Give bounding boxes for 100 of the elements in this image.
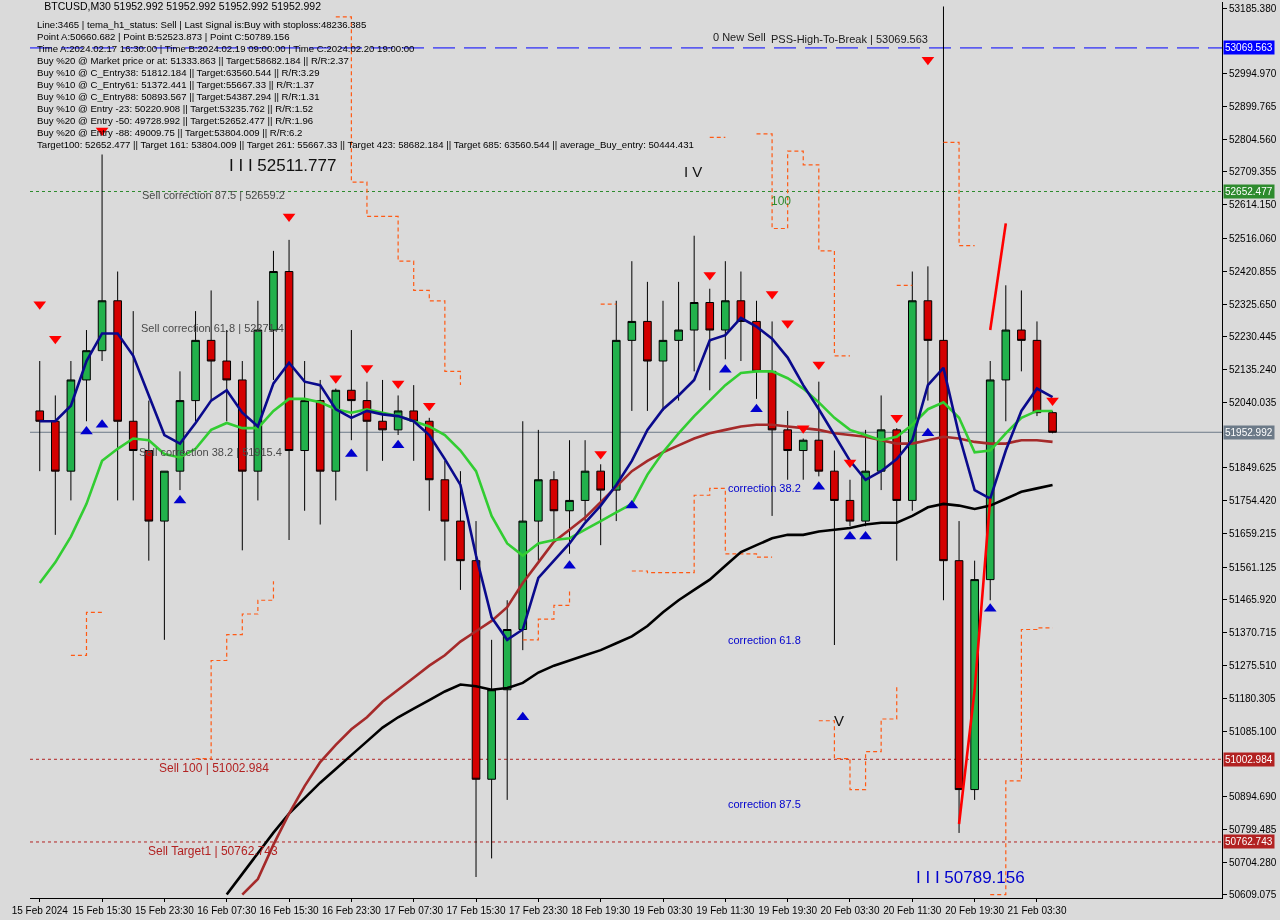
y-tick-label: 51275.510	[1229, 659, 1277, 671]
candlestick	[51, 394, 60, 536]
x-tick-label: 20 Feb 11:30	[883, 905, 942, 916]
candlestick	[721, 260, 730, 360]
point	[516, 711, 530, 721]
point	[921, 427, 935, 437]
x-tick-label: 16 Feb 23:30	[321, 905, 382, 916]
y-tick-label: 51754.420	[1229, 495, 1277, 507]
x-tick-label: 19 Feb 03:30	[633, 905, 693, 916]
annotation: I I I 52511.777	[229, 156, 337, 175]
y-tick-label: 52899.765	[1229, 100, 1277, 112]
x-tick-label: 20 Feb 03:30	[820, 905, 880, 916]
candlestick	[783, 410, 792, 481]
y-tick-label: 51465.920	[1229, 594, 1277, 606]
candlestick	[315, 379, 325, 526]
candlestick	[752, 300, 761, 400]
y-tick-label: 51180.305	[1229, 692, 1276, 704]
y-tick-label: 51659.215	[1229, 527, 1277, 539]
candlestick	[876, 394, 886, 491]
candlestick	[1032, 320, 1042, 417]
y-tick-label: 51849.625	[1229, 462, 1277, 474]
annotation: V	[834, 712, 845, 729]
candlestick	[347, 329, 356, 441]
y-tick-label: 51085.100	[1229, 725, 1277, 737]
y-tick-label: 52135.240	[1229, 364, 1277, 376]
point	[48, 335, 62, 345]
annotation: I V	[684, 163, 703, 180]
x-tick-label: 17 Feb 23:30	[508, 905, 569, 916]
ref-line-label: 51002.984	[1225, 754, 1273, 765]
candlestick	[674, 281, 683, 402]
candlestick	[284, 239, 294, 541]
y-tick-label: 50609.075	[1229, 889, 1277, 901]
y-tick-label: 50894.690	[1229, 791, 1277, 803]
point	[1046, 397, 1059, 407]
y-tick-label: 52709.355	[1229, 166, 1277, 178]
candlestick	[160, 470, 169, 641]
candlestick	[300, 360, 309, 512]
candlestick	[456, 470, 465, 591]
ref-line-label: 52652.477	[1225, 186, 1273, 197]
candlestick	[518, 420, 528, 651]
y-tick-label: 52994.970	[1229, 68, 1277, 80]
x-tick-label: 19 Feb 11:30	[696, 905, 755, 916]
x-tick-label: 17 Feb 15:30	[446, 905, 506, 916]
candlestick	[549, 470, 559, 541]
candlestick	[534, 429, 543, 562]
candlestick	[471, 520, 481, 878]
candlestick	[113, 271, 122, 501]
y-tick-label: 52614.150	[1229, 199, 1277, 211]
candlestick	[1017, 289, 1026, 372]
candlestick	[331, 388, 341, 501]
candlestick	[1048, 410, 1057, 434]
annotation: Sell 100 | 51002.984	[159, 761, 270, 775]
x-tick-label: 17 Feb 07:30	[384, 905, 444, 916]
candlestick	[97, 153, 107, 362]
y-tick-label: 51370.715	[1229, 627, 1277, 639]
candlestick	[409, 384, 419, 462]
line-series	[38, 370, 1054, 585]
candlestick	[440, 460, 450, 562]
y-tick-label: 52516.060	[1229, 232, 1277, 244]
annotation: I I I 50789.156	[916, 868, 1025, 887]
candlestick	[502, 599, 512, 801]
candlestick	[643, 281, 652, 412]
candlestick	[627, 260, 637, 412]
candlestick	[705, 288, 715, 391]
point	[391, 439, 405, 449]
candlestick	[580, 439, 590, 522]
x-tick-label: 18 Feb 19:30	[571, 905, 631, 916]
point	[173, 494, 187, 504]
annotation: 100	[771, 194, 792, 208]
candlestick	[565, 439, 574, 555]
candlestick	[66, 360, 76, 501]
y-tick-label: 50704.280	[1229, 856, 1277, 868]
candlestick	[689, 235, 699, 372]
candlestick	[487, 639, 496, 859]
x-tick-label: 16 Feb 15:30	[259, 905, 319, 916]
annotation: 0 New Sell	[713, 31, 766, 43]
x-tick-label: 20 Feb 19:30	[945, 905, 1005, 916]
point	[843, 459, 857, 469]
x-tick-label: 15 Feb 23:30	[134, 905, 195, 916]
candlestick	[1001, 284, 1011, 422]
candlestick	[128, 310, 138, 501]
x-tick-label: 16 Feb 07:30	[197, 905, 257, 916]
candlestick	[35, 360, 45, 472]
annotation: correction 87.5	[728, 798, 801, 810]
y-tick-label: 53185.380	[1229, 2, 1277, 14]
ref-line-label: 53069.563	[1225, 42, 1273, 53]
x-tick-label: 15 Feb 15:30	[72, 905, 132, 916]
y-tick-label: 51561.125	[1229, 561, 1277, 573]
candlestick	[814, 381, 824, 477]
x-tick-label: 21 Feb 03:30	[1007, 905, 1067, 916]
y-tick-label: 52230.445	[1229, 331, 1277, 343]
y-tick-label: 52804.560	[1229, 133, 1277, 145]
candlestick	[798, 437, 808, 481]
candlestick	[378, 379, 387, 462]
candlestick	[908, 271, 917, 512]
candlestick	[611, 300, 621, 522]
ref-line-label: 50762.743	[1225, 836, 1273, 847]
candlestick	[954, 520, 964, 834]
x-tick-label: 19 Feb 19:30	[758, 905, 818, 916]
y-tick-label: 52325.650	[1229, 298, 1277, 310]
